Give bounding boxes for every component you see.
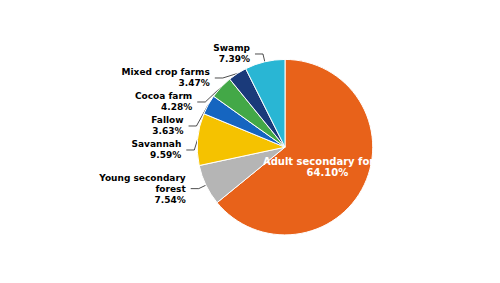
svg-text:Young secondary: Young secondary bbox=[98, 173, 186, 183]
svg-text:9.59%: 9.59% bbox=[150, 150, 181, 160]
svg-text:64.10%: 64.10% bbox=[307, 167, 349, 178]
svg-text:7.54%: 7.54% bbox=[154, 195, 185, 205]
svg-text:Adult secondary forest: Adult secondary forest bbox=[263, 156, 392, 167]
svg-text:3.47%: 3.47% bbox=[179, 78, 210, 88]
svg-text:7.39%: 7.39% bbox=[219, 54, 250, 64]
svg-text:Mixed crop farms: Mixed crop farms bbox=[122, 67, 210, 77]
svg-text:4.28%: 4.28% bbox=[161, 102, 192, 112]
svg-text:3.63%: 3.63% bbox=[152, 126, 183, 136]
svg-text:Swamp: Swamp bbox=[213, 43, 250, 53]
svg-text:Savannah: Savannah bbox=[131, 139, 181, 149]
svg-text:forest: forest bbox=[155, 184, 186, 194]
svg-text:Fallow: Fallow bbox=[151, 115, 183, 125]
svg-text:Cocoa farm: Cocoa farm bbox=[135, 91, 192, 101]
